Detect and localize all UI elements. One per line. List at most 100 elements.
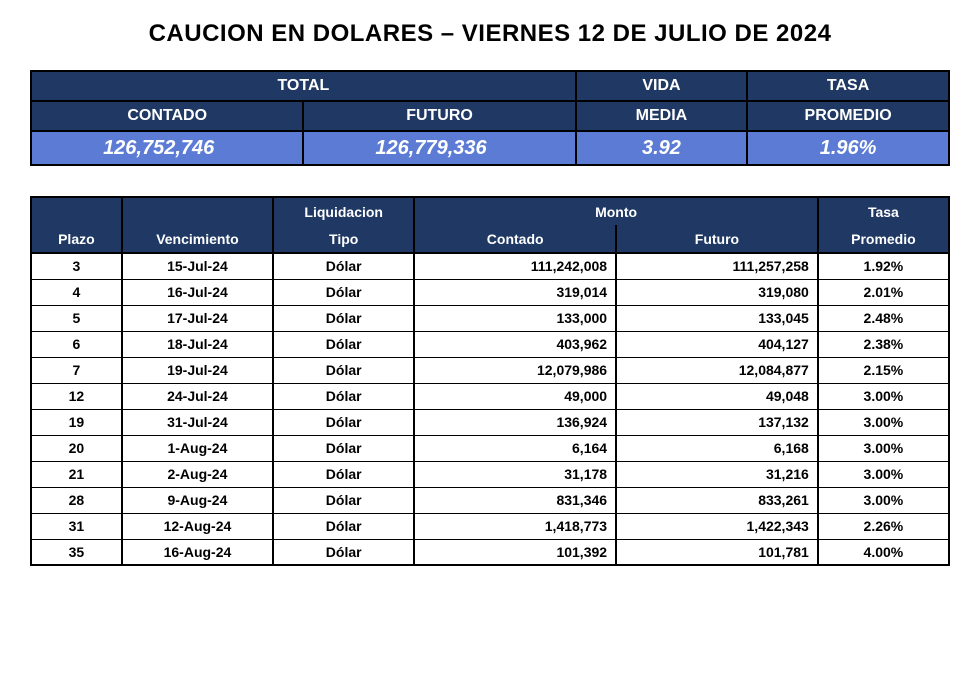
cell-contado: 136,924 xyxy=(414,409,616,435)
cell-futuro: 12,084,877 xyxy=(616,357,818,383)
cell-plazo: 4 xyxy=(31,279,122,305)
table-row: 315-Jul-24Dólar111,242,008111,257,2581.9… xyxy=(31,253,949,279)
cell-plazo: 21 xyxy=(31,461,122,487)
cell-tipo: Dólar xyxy=(273,331,414,357)
detail-blank-1 xyxy=(31,197,122,225)
cell-contado: 101,392 xyxy=(414,539,616,565)
cell-plazo: 20 xyxy=(31,435,122,461)
cell-futuro: 111,257,258 xyxy=(616,253,818,279)
cell-tasa: 1.92% xyxy=(818,253,949,279)
cell-tipo: Dólar xyxy=(273,487,414,513)
cell-contado: 319,014 xyxy=(414,279,616,305)
cell-futuro: 6,168 xyxy=(616,435,818,461)
page-title: CAUCION EN DOLARES – VIERNES 12 DE JULIO… xyxy=(30,20,950,48)
cell-tasa: 2.48% xyxy=(818,305,949,331)
table-row: 289-Aug-24Dólar831,346833,2613.00% xyxy=(31,487,949,513)
table-row: 719-Jul-24Dólar12,079,98612,084,8772.15% xyxy=(31,357,949,383)
cell-vencimiento: 2-Aug-24 xyxy=(122,461,273,487)
cell-futuro: 49,048 xyxy=(616,383,818,409)
cell-contado: 133,000 xyxy=(414,305,616,331)
cell-plazo: 3 xyxy=(31,253,122,279)
table-row: 416-Jul-24Dólar319,014319,0802.01% xyxy=(31,279,949,305)
detail-futuro-header: Futuro xyxy=(616,225,818,253)
detail-blank-2 xyxy=(122,197,273,225)
summary-tasa-promedio-value: 1.96% xyxy=(747,131,949,165)
cell-contado: 403,962 xyxy=(414,331,616,357)
cell-futuro: 1,422,343 xyxy=(616,513,818,539)
detail-promedio-header: Promedio xyxy=(818,225,949,253)
detail-monto-header: Monto xyxy=(414,197,818,225)
cell-tipo: Dólar xyxy=(273,383,414,409)
table-row: 201-Aug-24Dólar6,1646,1683.00% xyxy=(31,435,949,461)
summary-futuro-value: 126,779,336 xyxy=(303,131,575,165)
cell-vencimiento: 19-Jul-24 xyxy=(122,357,273,383)
cell-plazo: 19 xyxy=(31,409,122,435)
cell-plazo: 28 xyxy=(31,487,122,513)
cell-vencimiento: 9-Aug-24 xyxy=(122,487,273,513)
summary-table: TOTAL VIDA TASA CONTADO FUTURO MEDIA PRO… xyxy=(30,70,950,166)
cell-futuro: 833,261 xyxy=(616,487,818,513)
cell-contado: 1,418,773 xyxy=(414,513,616,539)
cell-tipo: Dólar xyxy=(273,357,414,383)
summary-media-header: MEDIA xyxy=(576,101,747,131)
detail-plazo-header: Plazo xyxy=(31,225,122,253)
cell-tasa: 3.00% xyxy=(818,435,949,461)
cell-contado: 111,242,008 xyxy=(414,253,616,279)
summary-contado-header: CONTADO xyxy=(31,101,303,131)
cell-vencimiento: 1-Aug-24 xyxy=(122,435,273,461)
cell-plazo: 31 xyxy=(31,513,122,539)
cell-futuro: 31,216 xyxy=(616,461,818,487)
cell-contado: 31,178 xyxy=(414,461,616,487)
cell-tasa: 4.00% xyxy=(818,539,949,565)
cell-vencimiento: 17-Jul-24 xyxy=(122,305,273,331)
cell-tasa: 3.00% xyxy=(818,409,949,435)
cell-plazo: 12 xyxy=(31,383,122,409)
cell-plazo: 35 xyxy=(31,539,122,565)
detail-table: Liquidacion Monto Tasa Plazo Vencimiento… xyxy=(30,196,950,566)
detail-liquidacion-header: Liquidacion xyxy=(273,197,414,225)
table-row: 212-Aug-24Dólar31,17831,2163.00% xyxy=(31,461,949,487)
detail-contado-header: Contado xyxy=(414,225,616,253)
cell-vencimiento: 12-Aug-24 xyxy=(122,513,273,539)
cell-plazo: 5 xyxy=(31,305,122,331)
detail-vencimiento-header: Vencimiento xyxy=(122,225,273,253)
cell-tasa: 2.15% xyxy=(818,357,949,383)
summary-futuro-header: FUTURO xyxy=(303,101,575,131)
cell-tipo: Dólar xyxy=(273,513,414,539)
detail-tipo-header: Tipo xyxy=(273,225,414,253)
table-row: 618-Jul-24Dólar403,962404,1272.38% xyxy=(31,331,949,357)
cell-contado: 12,079,986 xyxy=(414,357,616,383)
table-row: 1224-Jul-24Dólar49,00049,0483.00% xyxy=(31,383,949,409)
cell-plazo: 7 xyxy=(31,357,122,383)
cell-vencimiento: 16-Jul-24 xyxy=(122,279,273,305)
cell-vencimiento: 16-Aug-24 xyxy=(122,539,273,565)
detail-tasa-header: Tasa xyxy=(818,197,949,225)
summary-tasa-header: TASA xyxy=(747,71,949,101)
summary-vida-header: VIDA xyxy=(576,71,747,101)
cell-plazo: 6 xyxy=(31,331,122,357)
table-row: 3112-Aug-24Dólar1,418,7731,422,3432.26% xyxy=(31,513,949,539)
cell-futuro: 137,132 xyxy=(616,409,818,435)
cell-futuro: 404,127 xyxy=(616,331,818,357)
summary-promedio-header: PROMEDIO xyxy=(747,101,949,131)
cell-vencimiento: 18-Jul-24 xyxy=(122,331,273,357)
cell-tipo: Dólar xyxy=(273,279,414,305)
cell-contado: 831,346 xyxy=(414,487,616,513)
table-row: 1931-Jul-24Dólar136,924137,1323.00% xyxy=(31,409,949,435)
cell-tasa: 2.38% xyxy=(818,331,949,357)
cell-tipo: Dólar xyxy=(273,435,414,461)
cell-futuro: 101,781 xyxy=(616,539,818,565)
cell-tasa: 3.00% xyxy=(818,487,949,513)
cell-tipo: Dólar xyxy=(273,253,414,279)
cell-contado: 6,164 xyxy=(414,435,616,461)
cell-tipo: Dólar xyxy=(273,409,414,435)
cell-tipo: Dólar xyxy=(273,539,414,565)
summary-contado-value: 126,752,746 xyxy=(31,131,303,165)
cell-vencimiento: 24-Jul-24 xyxy=(122,383,273,409)
cell-contado: 49,000 xyxy=(414,383,616,409)
cell-tipo: Dólar xyxy=(273,461,414,487)
cell-tasa: 3.00% xyxy=(818,383,949,409)
table-row: 3516-Aug-24Dólar101,392101,7814.00% xyxy=(31,539,949,565)
cell-tipo: Dólar xyxy=(273,305,414,331)
cell-vencimiento: 15-Jul-24 xyxy=(122,253,273,279)
